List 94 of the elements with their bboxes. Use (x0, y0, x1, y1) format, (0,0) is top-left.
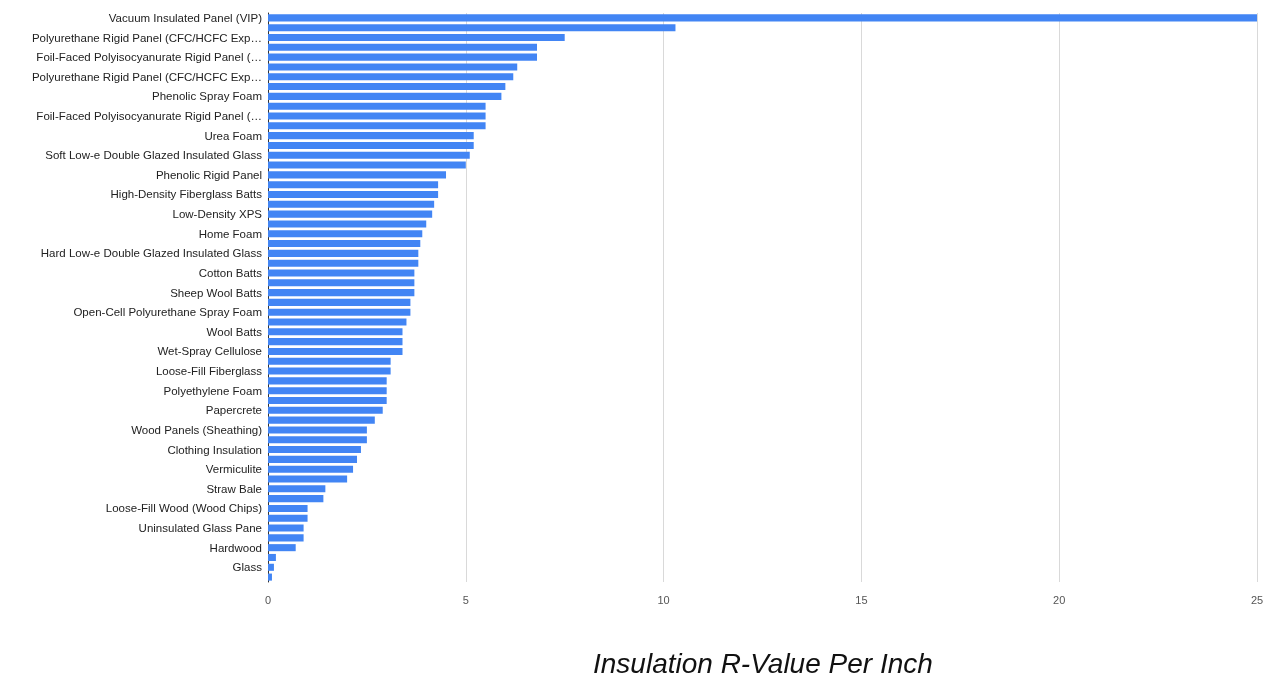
bar (268, 240, 421, 248)
bar (268, 289, 415, 297)
y-tick-label: Vermiculite (205, 463, 262, 476)
bar (268, 259, 419, 267)
y-tick-label: Wool Batts (206, 325, 263, 338)
y-tick-label: Hardwood (209, 541, 262, 554)
y-tick-label: Polyurethane Rigid Panel (CFC/HCFC Exp… (31, 31, 262, 44)
bar (268, 220, 427, 228)
bar (268, 132, 474, 140)
bar (268, 446, 361, 454)
bar (268, 141, 474, 149)
y-tick-label: Soft Low-e Double Glazed Insulated Glass (45, 149, 263, 162)
x-tick-label: 5 (462, 593, 469, 606)
bar (268, 318, 407, 326)
bar (268, 43, 538, 51)
y-tick-label: Vacuum Insulated Panel (VIP) (108, 11, 263, 24)
bar (268, 308, 411, 316)
bar (268, 112, 486, 120)
bar (268, 92, 502, 100)
y-tick-label: Phenolic Rigid Panel (155, 168, 262, 181)
bar (268, 151, 470, 159)
y-tick-label: Polyurethane Rigid Panel (CFC/HCFC Exp… (31, 70, 262, 83)
y-tick-label: High-Density Fiberglass Batts (110, 188, 263, 201)
bar (268, 279, 415, 287)
bar (268, 455, 358, 463)
bar (268, 367, 391, 375)
bar (268, 249, 419, 257)
bar (268, 416, 375, 424)
y-tick-label: Straw Bale (206, 482, 262, 495)
bar (268, 406, 383, 414)
bar (268, 563, 274, 571)
y-tick-label: Uninsulated Glass Pane (138, 522, 262, 535)
x-tick-label: 10 (657, 593, 670, 606)
bar (268, 357, 391, 365)
bar (268, 396, 387, 405)
y-tick-label: Low-Density XPS (172, 208, 263, 221)
y-tick-label: Cotton Batts (198, 266, 263, 279)
bar (268, 534, 304, 542)
bar (268, 102, 486, 110)
y-tick-label: Urea Foam (204, 129, 262, 142)
bar (268, 83, 506, 91)
y-tick-label: Loose-Fill Wood (Wood Chips) (105, 502, 263, 515)
x-tick-label: 0 (264, 593, 272, 606)
y-tick-label: Polyethylene Foam (163, 384, 262, 397)
bar (268, 475, 348, 483)
bar (268, 465, 354, 473)
bar (268, 181, 439, 189)
bar (268, 24, 676, 32)
bar (268, 14, 1257, 22)
x-tick-label: 25 (1250, 593, 1264, 606)
bar (268, 63, 518, 71)
bar (268, 328, 403, 336)
bar (268, 190, 439, 199)
y-tick-label: Phenolic Spray Foam (152, 90, 262, 103)
bar (268, 524, 304, 532)
y-tick-label: Wood Panels (Sheathing) (131, 423, 263, 436)
y-tick-label: Open-Cell Polyurethane Spray Foam (73, 306, 262, 319)
bar (268, 573, 272, 581)
y-tick-label: Wet-Spray Cellulose (157, 345, 262, 358)
bar (268, 53, 538, 61)
bar (268, 347, 403, 355)
y-tick-label: Clothing Insulation (167, 443, 262, 456)
bar (268, 122, 486, 130)
bar (268, 210, 433, 218)
y-tick-label: Loose-Fill Fiberglass (155, 365, 263, 378)
bar (268, 544, 296, 552)
bar (268, 495, 324, 503)
bar (268, 504, 308, 512)
bar (268, 33, 565, 42)
bar (268, 269, 415, 277)
y-tick-label: Sheep Wool Batts (170, 286, 263, 299)
bar (268, 485, 326, 493)
x-tick-label: 20 (1053, 593, 1066, 606)
bar (268, 387, 387, 395)
y-tick-label: Hard Low-e Double Glazed Insulated Glass (40, 247, 263, 260)
y-tick-label: Papercrete (205, 404, 262, 417)
bar (268, 298, 411, 306)
y-tick-label: Home Foam (198, 227, 262, 240)
bar (268, 338, 403, 346)
bar (268, 377, 387, 385)
bar (268, 73, 514, 81)
text: Insulation R-Value Per Inch (593, 647, 933, 679)
y-tick-label: Glass (232, 561, 263, 574)
bar (268, 426, 367, 434)
bar (268, 436, 367, 444)
bar (268, 230, 423, 238)
bar (268, 200, 435, 208)
x-tick-label: 15 (855, 593, 868, 606)
y-tick-label: Foil-Faced Polyisocyanurate Rigid Panel (… (36, 110, 262, 123)
bar (268, 171, 447, 179)
bar (268, 514, 308, 522)
bar (268, 161, 466, 169)
bar (268, 553, 276, 562)
y-tick-label: Foil-Faced Polyisocyanurate Rigid Panel (… (36, 51, 262, 64)
